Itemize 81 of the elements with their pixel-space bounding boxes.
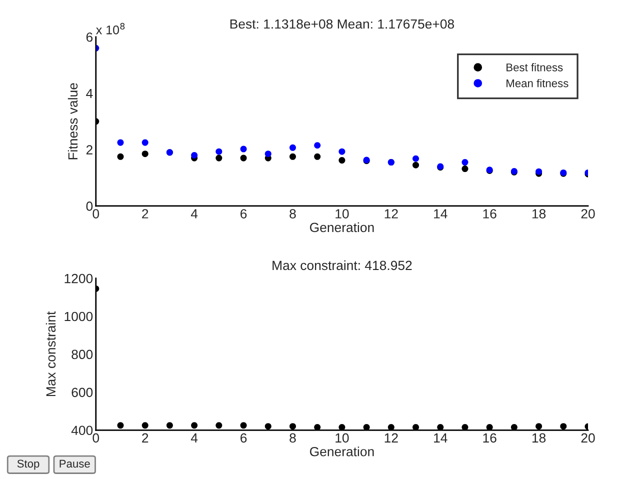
point (240, 146, 247, 152)
x-tick-label: 0 (92, 433, 100, 443)
chart-title: Max constraint: 418.952 (272, 260, 412, 270)
x-tick-label: 0 (92, 209, 100, 218)
point (314, 153, 321, 160)
y-tick-label: 2 (86, 145, 92, 154)
text: x 10$^{8}$ (96, 22, 125, 34)
point (462, 159, 468, 166)
x-tick-label: 8 (290, 433, 296, 443)
y-tick-label: 1200 (64, 274, 93, 284)
point (240, 154, 247, 162)
point (338, 424, 346, 430)
y-tick-label: 4 (86, 88, 93, 98)
x-tick-label: 4 (190, 209, 198, 218)
x-tick-label: 6 (240, 209, 247, 218)
point (462, 166, 468, 172)
x-tick-label: 16 (483, 209, 496, 218)
chart-title: Best: 1.1318e+08 Mean: 1.17675e+08 (230, 19, 454, 29)
point (510, 424, 518, 430)
x-tick-label: 4 (190, 433, 198, 442)
y-tick-label: 1000 (64, 312, 93, 322)
x-tick-label: 14 (434, 209, 448, 218)
point (314, 424, 321, 430)
point (412, 155, 420, 162)
point (264, 150, 272, 158)
y-axis-title: Fitness value (68, 83, 78, 160)
point (117, 139, 124, 146)
x-tick-label: 16 (483, 433, 496, 443)
y-tick-label: 400 (71, 426, 93, 436)
point (462, 424, 468, 430)
x-tick-label: 6 (240, 433, 247, 443)
point (264, 423, 272, 430)
x-tick-label: 2 (142, 433, 148, 442)
point (216, 148, 222, 155)
point (216, 154, 222, 162)
x-tick-label: 20 (581, 209, 595, 218)
x-tick-label: 2 (142, 209, 148, 218)
point (216, 422, 222, 429)
x-tick-label: 18 (532, 433, 546, 443)
y-tick-label: 600 (72, 388, 93, 398)
legend-label: Best fitness (506, 63, 563, 72)
y-tick-label: 6 (86, 32, 93, 42)
point (117, 153, 124, 160)
x-tick-label: 12 (384, 433, 398, 442)
point (240, 422, 247, 429)
point (142, 139, 148, 146)
x-axis-title: Generation (310, 222, 374, 232)
text: Pause (60, 460, 90, 468)
point (388, 424, 394, 430)
x-tick-label: 12 (384, 209, 398, 218)
x-tick-label: 20 (581, 433, 595, 443)
x-tick-label: 8 (290, 209, 296, 218)
point (560, 423, 567, 430)
x-tick-label: 14 (434, 433, 448, 442)
point (289, 144, 296, 151)
x-tick-label: 10 (336, 433, 349, 443)
point (166, 422, 173, 429)
point (289, 153, 296, 160)
point (117, 422, 124, 429)
point (338, 148, 346, 155)
point (412, 162, 420, 168)
point (314, 142, 321, 149)
y-axis-title: Max constraint (46, 311, 56, 396)
x-tick-label: 18 (532, 209, 546, 218)
point (437, 424, 444, 430)
y-tick-label: 800 (72, 350, 93, 360)
point (338, 157, 346, 164)
legend-label: Mean fitness (506, 79, 568, 88)
point (142, 422, 148, 429)
point (142, 150, 148, 158)
point (191, 422, 198, 429)
point (289, 423, 296, 430)
point (536, 423, 542, 430)
x-axis-title: Generation (310, 446, 374, 456)
point (191, 152, 198, 158)
point (486, 424, 493, 430)
x-tick-label: 10 (336, 209, 349, 218)
text: Stop (17, 460, 40, 470)
point (363, 424, 370, 430)
y-tick-label: 0 (86, 202, 93, 211)
point (412, 424, 420, 430)
